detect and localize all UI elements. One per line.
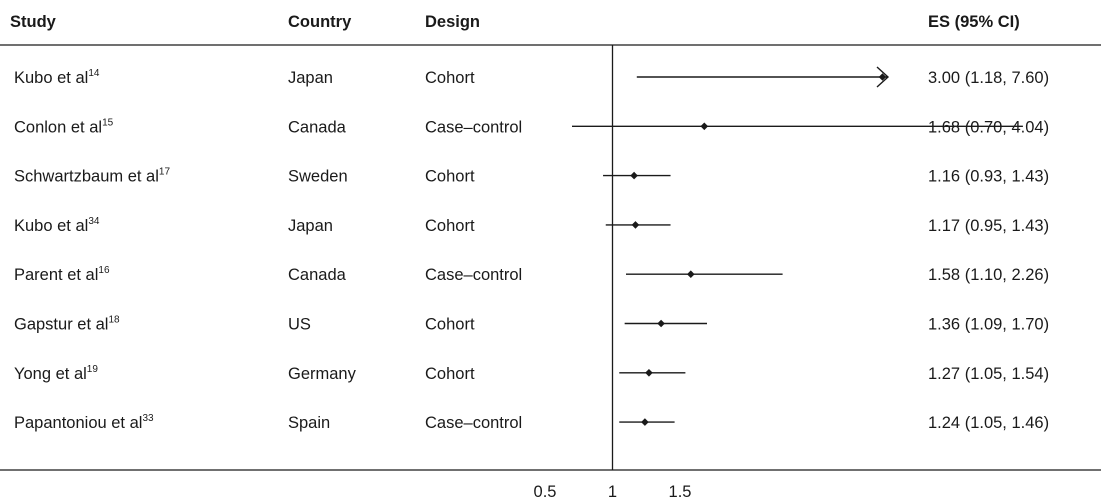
study-country: Spain [288, 414, 330, 432]
header-country: Country [288, 13, 352, 31]
study-name-text: Conlon et al [14, 118, 102, 136]
study-name: Papantoniou et al33 [14, 413, 154, 432]
ci-truncation-arrow [876, 66, 890, 88]
study-design: Cohort [425, 316, 475, 334]
study-name: Kubo et al34 [14, 216, 100, 235]
study-name-text: Kubo et al [14, 69, 88, 87]
study-reference: 34 [88, 216, 100, 227]
study-design: Cohort [425, 365, 475, 383]
study-name-text: Kubo et al [14, 217, 88, 235]
study-country: Japan [288, 69, 333, 87]
point-estimate [645, 369, 653, 377]
x-tick-label: 1.5 [669, 483, 692, 501]
study-reference: 19 [87, 364, 99, 375]
study-design: Cohort [425, 217, 475, 235]
header-design: Design [425, 13, 480, 31]
study-country: US [288, 316, 311, 334]
study-es-label: 1.27 (1.05, 1.54) [928, 365, 1049, 383]
header-row: Study Country Design ES (95% CI) [10, 13, 1020, 31]
study-country: Canada [288, 266, 347, 284]
x-tick-label: 1 [608, 483, 617, 501]
study-name-text: Papantoniou et al [14, 414, 142, 432]
study-design: Cohort [425, 168, 475, 186]
study-name-text: Gapstur et al [14, 316, 108, 334]
study-es-label: 3.00 (1.18, 7.60) [928, 69, 1049, 87]
x-axis-ticks: 0.5 1 1.5 [534, 483, 692, 501]
study-name: Kubo et al14 [14, 68, 100, 87]
study-es-label: 1.58 (1.10, 2.26) [928, 266, 1049, 284]
study-name: Yong et al19 [14, 364, 98, 383]
study-es-label: 1.17 (0.95, 1.43) [928, 217, 1049, 235]
study-reference: 14 [88, 68, 100, 79]
point-estimate [631, 221, 640, 229]
study-reference: 16 [98, 265, 110, 276]
study-country: Canada [288, 118, 347, 136]
study-name-text: Schwartzbaum et al [14, 168, 159, 186]
point-estimate [687, 270, 695, 278]
study-reference: 18 [108, 315, 120, 326]
study-name: Conlon et al15 [14, 117, 114, 136]
study-design: Case–control [425, 266, 522, 284]
study-rows: Kubo et al14 Japan Cohort 3.00 (1.18, 7.60)… [14, 68, 1049, 432]
study-design: Cohort [425, 69, 475, 87]
point-estimate [641, 418, 649, 426]
plot-marks [572, 66, 1023, 426]
study-country: Japan [288, 217, 333, 235]
study-name-text: Yong et al [14, 365, 87, 383]
study-country: Germany [288, 365, 357, 383]
point-estimate [630, 171, 638, 180]
study-name: Parent et al16 [14, 265, 110, 284]
study-name: Gapstur et al18 [14, 315, 120, 334]
header-study: Study [10, 13, 57, 31]
study-design: Case–control [425, 118, 522, 136]
study-reference: 15 [102, 117, 114, 128]
point-estimate [878, 73, 887, 81]
x-tick-label: 0.5 [534, 483, 557, 501]
study-reference: 33 [142, 413, 154, 424]
point-estimate [700, 122, 709, 131]
header-es: ES (95% CI) [928, 13, 1020, 31]
study-design: Case–control [425, 414, 522, 432]
study-es-label: 1.36 (1.09, 1.70) [928, 316, 1049, 334]
study-es-label: 1.16 (0.93, 1.43) [928, 168, 1049, 186]
study-name: Schwartzbaum et al17 [14, 167, 170, 186]
study-es-label: 1.68 (0.70, 4.04) [928, 118, 1049, 136]
point-estimate [657, 319, 665, 328]
study-es-label: 1.24 (1.05, 1.46) [928, 414, 1049, 432]
study-reference: 17 [159, 167, 171, 178]
study-name-text: Parent et al [14, 266, 98, 284]
study-country: Sweden [288, 168, 348, 186]
